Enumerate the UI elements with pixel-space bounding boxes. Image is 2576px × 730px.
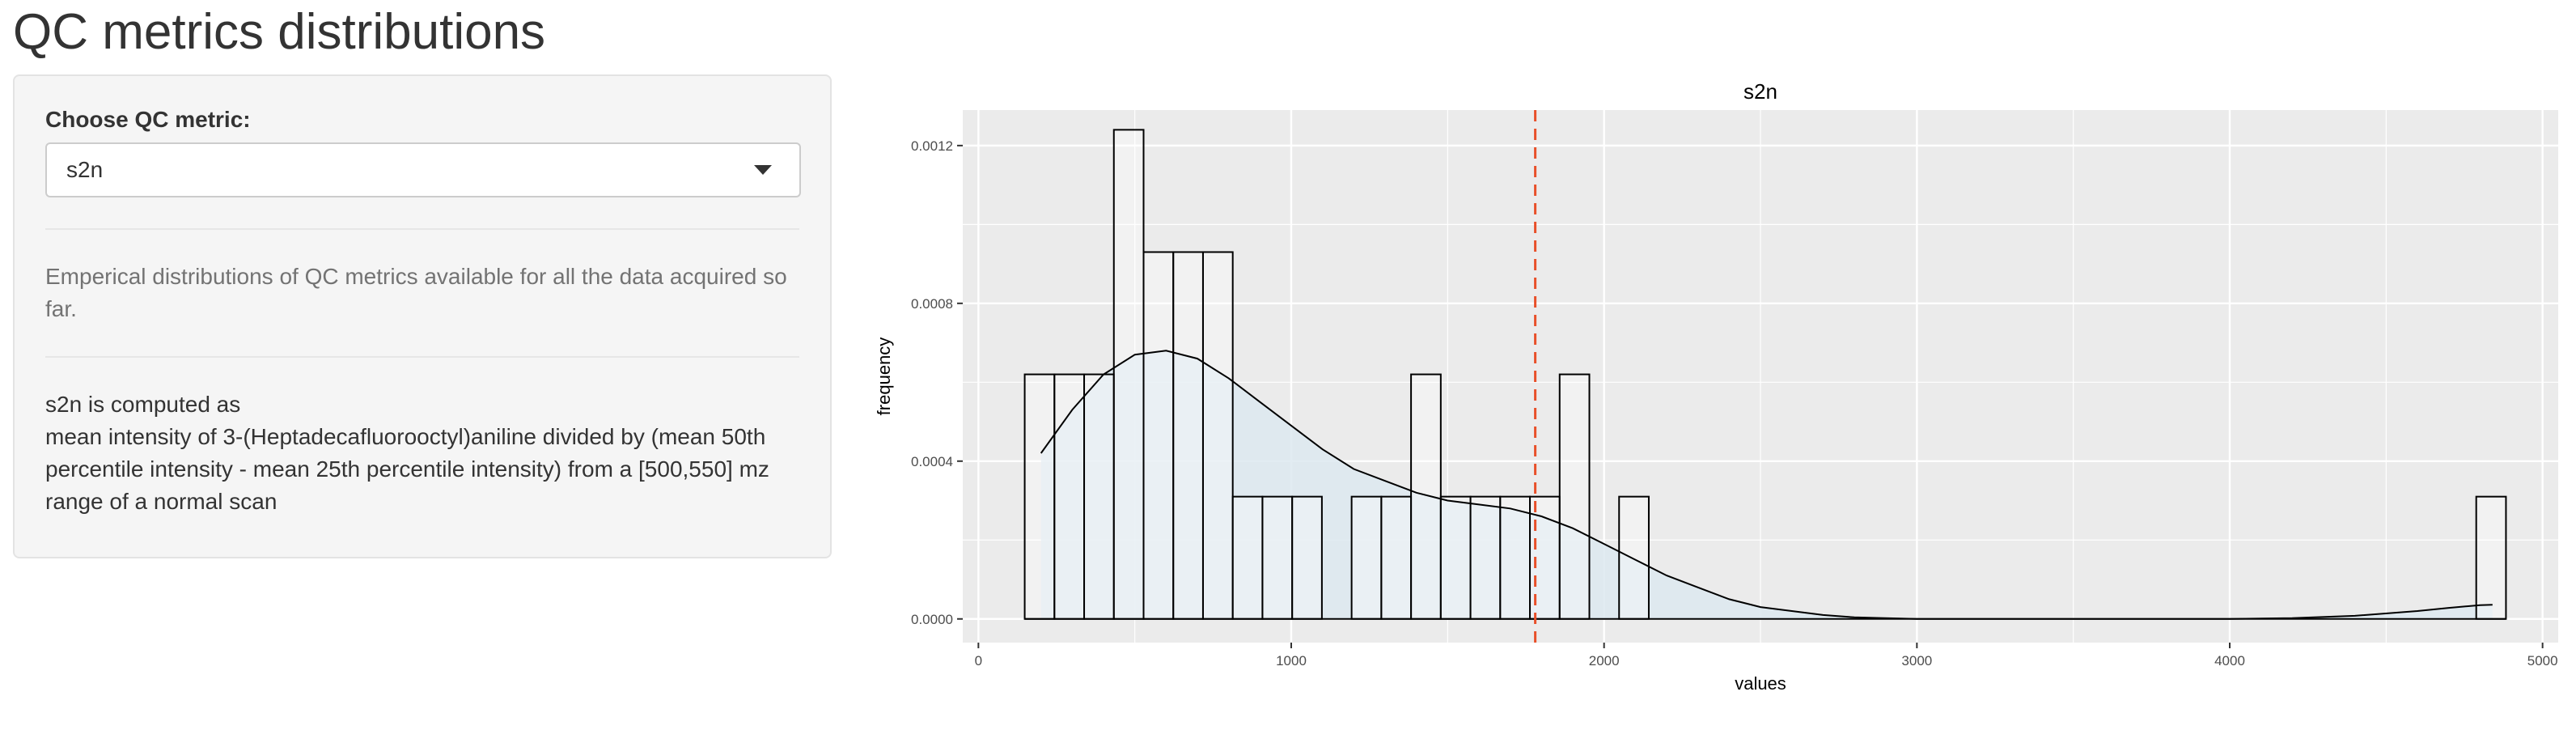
- histogram-bar: [1350, 495, 1383, 620]
- histogram-bar: [1112, 129, 1145, 620]
- x-axis: 0 1000 2000 3000 4000 5000: [975, 643, 2558, 668]
- histogram-bar: [1083, 373, 1115, 620]
- formula-line: mean intensity of 3-(Heptadecafluoroocty…: [45, 424, 766, 449]
- x-tick-label: 5000: [2527, 653, 2558, 668]
- formula-line: percentile intensity - mean 25th percent…: [45, 456, 769, 482]
- formula-text: s2n is computed as mean intensity of 3-(…: [45, 388, 799, 518]
- y-tick-label: 0.0012: [911, 138, 953, 154]
- page-title: QC metrics distributions: [13, 4, 546, 60]
- x-axis-label: values: [1735, 673, 1786, 694]
- x-tick-label: 1000: [1276, 653, 1307, 668]
- histogram-bar: [1618, 495, 1650, 620]
- histogram-bar: [1499, 495, 1532, 620]
- y-tick-label: 0.0008: [911, 296, 953, 312]
- histogram-bar: [1231, 495, 1264, 620]
- histogram-bar: [1469, 495, 1502, 620]
- sidebar-panel: Choose QC metric: s2n Emperical distribu…: [13, 74, 832, 558]
- histogram-bar: [1439, 495, 1472, 620]
- histogram-bar: [2475, 495, 2507, 620]
- density-line: [1040, 350, 2493, 620]
- histogram-chart: s2n 0 1000 2000 3000 4000 5000 0.00000.00040.…: [874, 79, 2558, 694]
- x-tick-label: 3000: [1901, 653, 1932, 668]
- histogram-bar: [1291, 495, 1323, 620]
- y-tick-label: 0.0004: [911, 454, 953, 469]
- y-axis-label: frequency: [874, 337, 894, 416]
- chevron-down-icon[interactable]: [754, 165, 772, 175]
- description-text: Emperical distributions of QC metrics av…: [45, 264, 787, 321]
- formula-line: s2n is computed as: [45, 392, 241, 417]
- chart-title: s2n: [1743, 79, 1777, 104]
- divider: [45, 228, 799, 230]
- formula-line: range of a normal scan: [45, 489, 278, 514]
- y-axis: 0.0000 0.0004 0.0008 0.0012: [911, 138, 963, 627]
- histogram-bar: [1261, 495, 1294, 620]
- x-tick-label: 4000: [2214, 653, 2245, 668]
- histogram-bar: [1410, 373, 1442, 620]
- x-tick-label: 0: [975, 653, 982, 668]
- histogram-bar: [1558, 373, 1591, 620]
- x-tick-label: 2000: [1589, 653, 1620, 668]
- histogram-bars: [1023, 129, 2507, 620]
- histogram-bar: [1201, 251, 1234, 620]
- histogram-bar: [1142, 251, 1175, 620]
- divider: [45, 356, 799, 358]
- metric-select-label: Choose QC metric:: [45, 107, 251, 132]
- histogram-bar: [1053, 373, 1086, 620]
- metric-select-value: s2n: [66, 157, 104, 182]
- histogram-bar: [1023, 373, 1056, 620]
- histogram-bar: [1380, 495, 1413, 620]
- histogram-bar: [1172, 251, 1204, 620]
- density-area: [1040, 350, 2493, 619]
- metric-select[interactable]: s2n: [45, 142, 801, 197]
- y-tick-label: 0.0000: [911, 612, 953, 627]
